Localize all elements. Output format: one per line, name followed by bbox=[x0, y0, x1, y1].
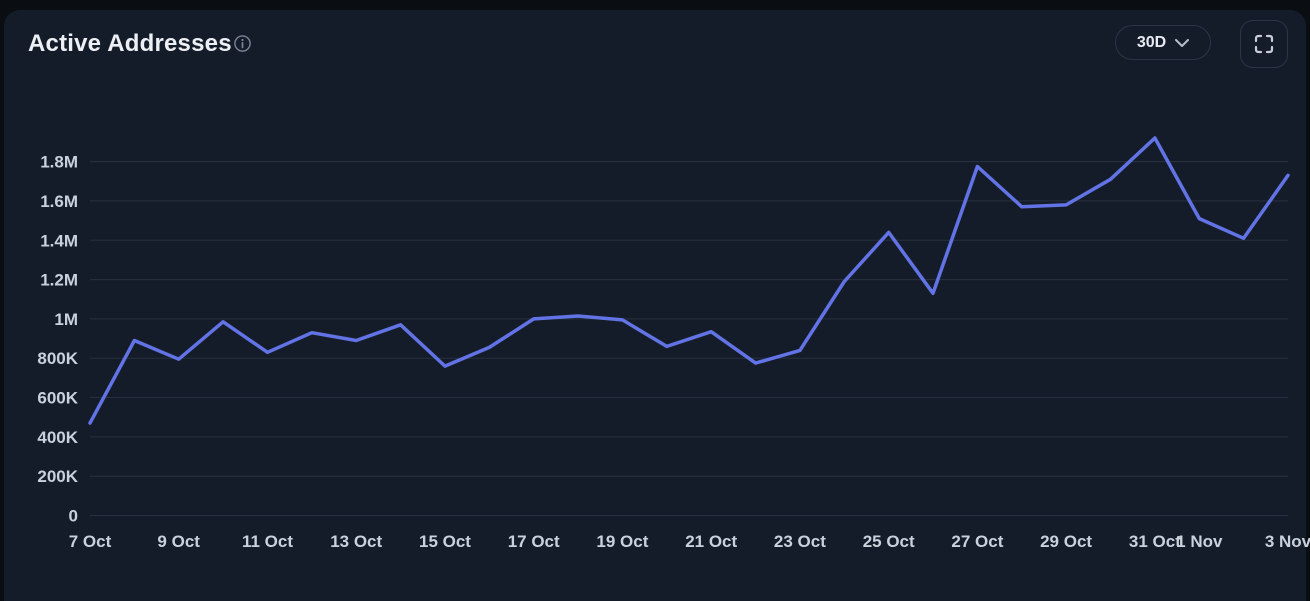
fullscreen-icon bbox=[1254, 34, 1274, 54]
info-icon[interactable] bbox=[233, 34, 252, 53]
time-range-label: 30D bbox=[1136, 33, 1167, 51]
card-header: Active Addresses 30D bbox=[0, 0, 1310, 80]
active-addresses-card bbox=[4, 10, 1306, 601]
time-range-selector[interactable]: 30D bbox=[1115, 25, 1211, 60]
fullscreen-button[interactable] bbox=[1240, 20, 1288, 68]
chevron-down-icon bbox=[1175, 38, 1190, 47]
page-title: Active Addresses bbox=[28, 30, 232, 57]
